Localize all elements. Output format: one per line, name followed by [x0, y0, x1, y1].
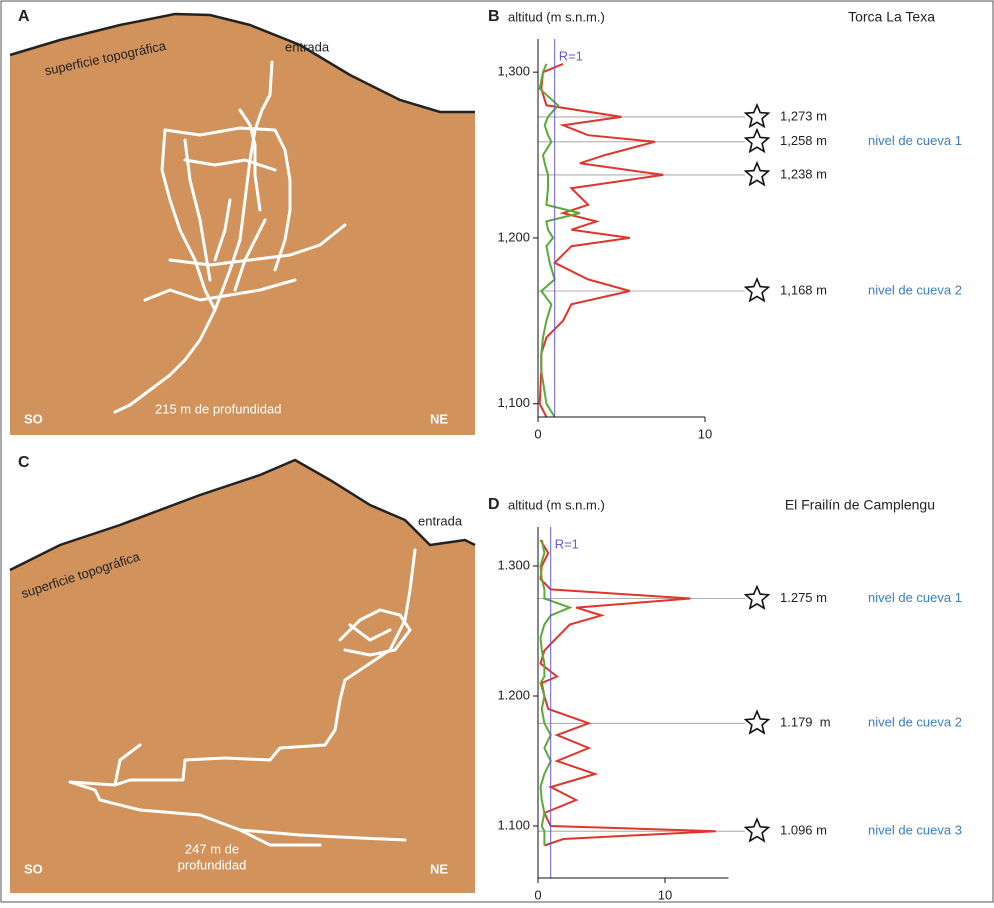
level-name: nivel de cueva 2: [868, 715, 962, 730]
depth-label: profundidad: [178, 857, 247, 872]
entrance-label: entrada: [285, 39, 330, 54]
reference-label: R=1: [559, 48, 583, 63]
level-name: nivel de cueva 1: [868, 133, 962, 148]
reference-label: R=1: [555, 536, 579, 551]
y-axis-label: altitud (m s.n.m.): [508, 497, 605, 512]
level-value: 1,258 m: [780, 133, 827, 148]
panel-letter: A: [18, 8, 30, 25]
panel-letter: B: [488, 8, 500, 25]
y-axis-label: altitud (m s.n.m.): [508, 9, 605, 24]
x-tick-label: 10: [698, 426, 712, 441]
level-value: 1.179 m: [780, 715, 831, 730]
level-value: 1,168 m: [780, 282, 827, 297]
direction-label: NE: [430, 861, 448, 876]
level-name: nivel de cueva 1: [868, 590, 962, 605]
direction-label: NE: [430, 411, 448, 426]
panel-letter: C: [18, 454, 30, 471]
depth-label: 215 m de profundidad: [155, 401, 281, 416]
x-tick-label: 0: [534, 426, 541, 441]
y-tick-label: 1.300: [497, 557, 530, 572]
y-tick-label: 1,200: [497, 229, 530, 244]
level-value: 1.096 m: [780, 823, 827, 838]
figure: A superficie topográfica entrada SO NE 2…: [0, 0, 994, 903]
panel-letter: D: [488, 496, 500, 513]
y-tick-label: 1.100: [497, 817, 530, 832]
level-value: 1,238 m: [780, 166, 827, 181]
level-name: nivel de cueva 2: [868, 282, 962, 297]
level-value: 1,273 m: [780, 108, 827, 123]
x-tick-label: 10: [658, 887, 672, 902]
depth-label: 247 m de: [185, 841, 239, 856]
level-name: nivel de cueva 3: [868, 823, 962, 838]
y-tick-label: 1.200: [497, 687, 530, 702]
direction-label: SO: [24, 861, 43, 876]
direction-label: SO: [24, 411, 43, 426]
y-tick-label: 1,100: [497, 395, 530, 410]
chart-title: El Frailín de Camplengu: [785, 497, 935, 513]
chart-title: Torca La Texa: [848, 9, 935, 25]
entrance-label: entrada: [418, 513, 463, 528]
level-value: 1.275 m: [780, 590, 827, 605]
y-tick-label: 1,300: [497, 64, 530, 79]
x-tick-label: 0: [534, 887, 541, 902]
